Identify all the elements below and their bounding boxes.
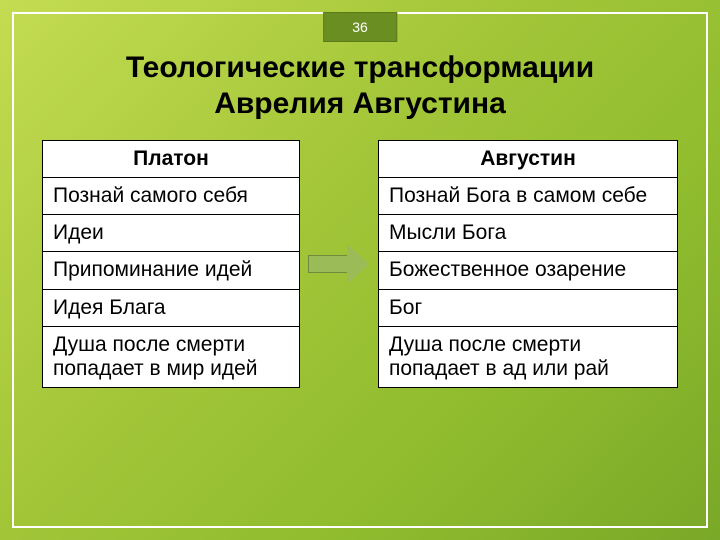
- table-cell: Бог: [379, 289, 678, 326]
- slide-title: Теологические трансформации Аврелия Авгу…: [14, 50, 706, 122]
- title-line-1: Теологические трансформации: [126, 51, 594, 84]
- table-cell: Мысли Бога: [379, 215, 678, 252]
- slide-frame: 36 Теологические трансформации Аврелия А…: [12, 12, 708, 528]
- content-area: Платон Познай самого себя Идеи Припомина…: [14, 140, 706, 388]
- left-table-header: Платон: [43, 141, 300, 178]
- table-cell: Идеи: [43, 215, 300, 252]
- table-cell: Припоминание идей: [43, 252, 300, 289]
- arrow-body: [308, 255, 348, 273]
- title-line-2: Аврелия Августина: [214, 87, 506, 120]
- slide: 36 Теологические трансформации Аврелия А…: [0, 0, 720, 540]
- arrow-head: [347, 244, 369, 284]
- right-table: Августин Познай Бога в самом себе Мысли …: [378, 140, 678, 388]
- table-cell: Душа после смерти попадает в ад или рай: [379, 326, 678, 387]
- left-table: Платон Познай самого себя Идеи Припомина…: [42, 140, 300, 388]
- table-cell: Познай самого себя: [43, 178, 300, 215]
- table-cell: Божественное озарение: [379, 252, 678, 289]
- page-number: 36: [352, 19, 368, 35]
- table-cell: Идея Блага: [43, 289, 300, 326]
- right-table-header: Августин: [379, 141, 678, 178]
- table-cell: Познай Бога в самом себе: [379, 178, 678, 215]
- arrow-icon: [308, 244, 370, 284]
- table-cell: Душа после смерти попадает в мир идей: [43, 326, 300, 387]
- page-number-tab: 36: [323, 12, 397, 42]
